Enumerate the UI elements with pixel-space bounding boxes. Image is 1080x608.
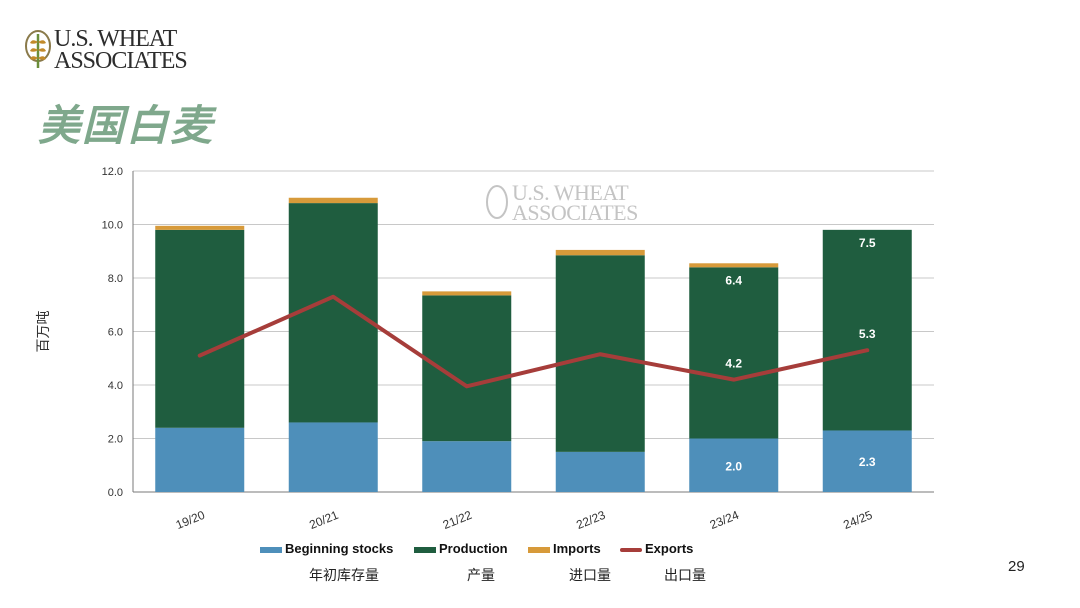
bar-beginning-stocks [555,451,645,492]
bar-production [689,267,779,439]
watermark-line-2: ASSOCIATES [512,200,638,225]
brand-logo: U.S. WHEAT ASSOCIATES [24,26,214,76]
legend-cn-exports: 出口量 [664,568,706,584]
legend-swatch-production [414,546,436,553]
bar-production [822,229,912,431]
x-tick-label: 24/25 [841,508,874,532]
x-tick-label: 23/24 [708,508,741,532]
watermark-emblem-icon [486,185,508,219]
point-exports [598,352,602,356]
legend-label-beginning-stocks: Beginning stocks [285,541,394,556]
x-tick-label: 21/22 [441,508,474,532]
legend-cn-beginning-stocks: 年初库存量 [309,568,379,584]
legend-label-exports: Exports [645,541,694,556]
bar-beginning-stocks [288,422,378,492]
x-tick-label: 22/23 [574,508,607,532]
y-axis-label: 百万吨 [36,311,52,353]
bar-beginning-stocks [155,427,245,492]
data-label-production: 6.4 [725,273,742,287]
data-label-beginning-stocks: 2.3 [859,455,876,469]
legend-cn-imports: 进口量 [569,568,611,584]
bar-imports [288,197,378,204]
point-exports [198,354,202,358]
bar-production [155,229,245,428]
line-exports [197,294,870,389]
watermark-line-1: U.S. WHEAT [512,180,629,205]
y-tick-label: 4.0 [108,380,123,392]
bar-production [422,295,512,442]
y-tick-label: 8.0 [108,273,123,285]
data-label-exports: 4.2 [725,357,742,371]
y-tick-label: 2.0 [108,434,123,446]
y-tick-label: 10.0 [102,220,123,232]
legend-swatch-imports [528,546,550,553]
data-label-exports: 5.3 [859,327,876,341]
bar-imports [155,225,245,230]
bar-beginning-stocks [422,441,512,492]
point-exports [732,378,736,382]
bar-imports [689,263,779,268]
legend-label-imports: Imports [553,541,601,556]
legend-swatch-beginning-stocks [260,546,282,553]
data-label-production: 7.5 [859,236,876,250]
x-tick-label: 19/20 [174,508,207,532]
data-label-beginning-stocks: 2.0 [725,459,742,473]
bar-production [288,203,378,423]
x-tick-label: 20/21 [307,508,340,532]
legend-item-production: Production [414,541,508,556]
slide-title: 美国白麦 [38,101,215,150]
legend-label-production: Production [439,541,508,556]
legend-item-imports: Imports [528,541,601,556]
legend-item-exports: Exports [620,541,693,556]
legend-cn-production: 产量 [467,568,495,584]
logo-line-2: ASSOCIATES [54,48,188,74]
wheat-emblem-icon [25,30,51,68]
legend-item-beginning-stocks: Beginning stocks [260,541,393,556]
logo-line-1: U.S. WHEAT [54,26,177,52]
point-exports [865,348,869,352]
bar-imports [422,291,512,296]
point-exports [465,384,469,388]
bar-beginning-stocks [689,438,779,492]
point-exports [331,295,335,299]
y-tick-label: 6.0 [108,327,123,339]
bar-beginning-stocks [822,430,912,492]
y-tick-label: 12.0 [102,166,123,178]
bar-imports [555,249,645,256]
y-tick-label: 0.0 [108,487,123,499]
page-number: 29 [1008,558,1025,575]
legend-swatch-exports [620,547,642,552]
